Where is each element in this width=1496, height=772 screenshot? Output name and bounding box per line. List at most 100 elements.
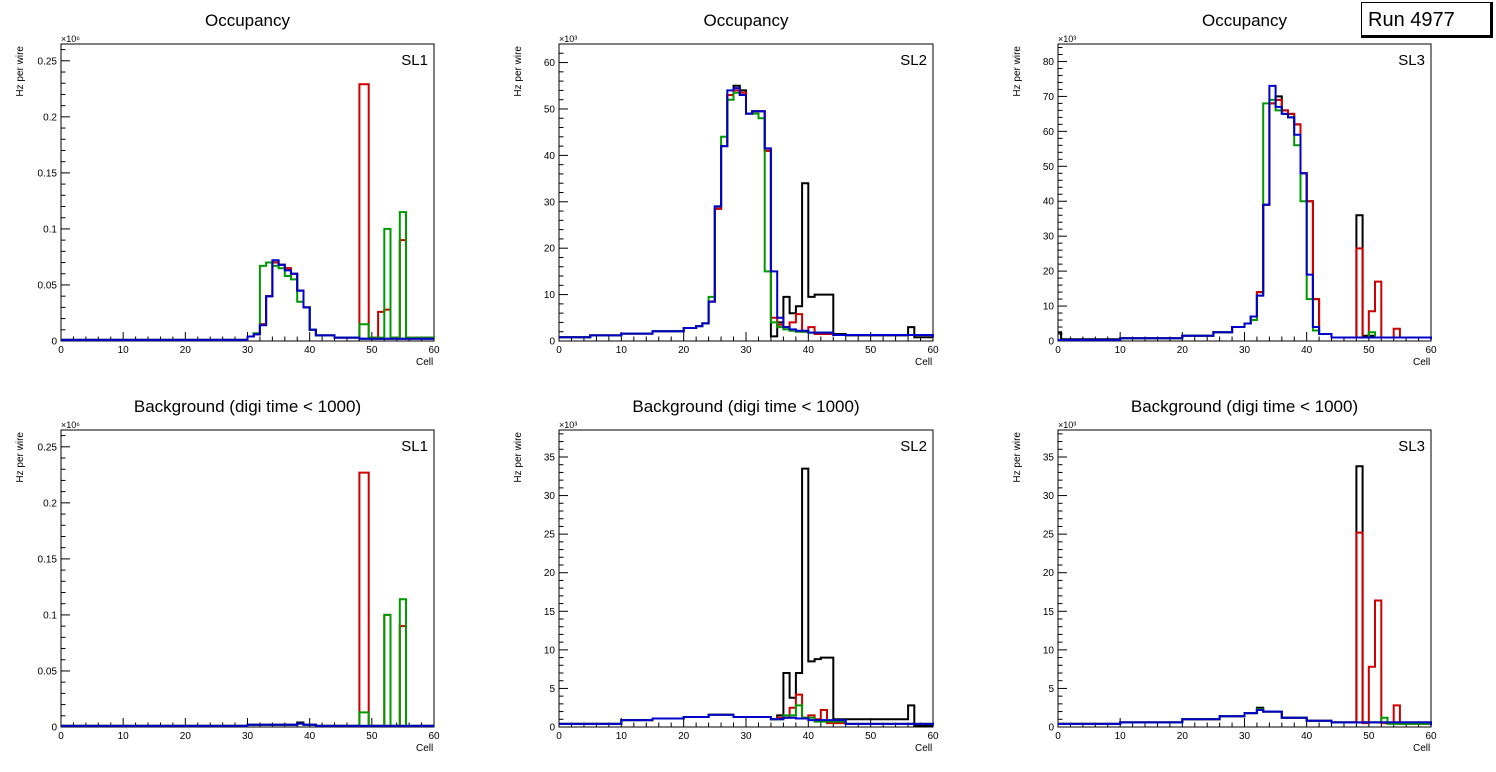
y-tick-label: 30 [544,197,556,208]
y-axis-label: Hz per wire [513,46,524,97]
y-tick-label: 60 [544,58,556,69]
series-l1-line [559,84,933,339]
x-tick-label: 60 [927,345,939,356]
x-tick-label: 30 [740,345,752,356]
y-tick-label: 10 [1043,645,1055,656]
x-tick-label: 50 [1363,731,1375,742]
y-exponent-label: ×10³ [1058,34,1076,44]
x-tick-label: 50 [1363,345,1375,356]
x-tick-label: 10 [118,731,130,742]
series-l2-line [61,83,435,341]
x-tick-label: 0 [58,731,64,742]
y-tick-label: 0.15 [38,554,58,565]
y-tick-label: 70 [1043,92,1055,103]
x-tick-label: 30 [740,731,752,742]
x-axis-label: Cell [1413,357,1430,368]
x-tick-label: 20 [1177,731,1189,742]
y-tick-label: 20 [1043,568,1055,579]
chart-title: Occupancy [205,11,291,30]
x-tick-label: 30 [242,345,254,356]
y-tick-label: 20 [544,568,556,579]
x-axis-label: Cell [915,743,932,754]
chart-title: Background (digi time < 1000) [134,397,361,416]
y-tick-label: 0.05 [38,666,58,677]
series-l3-line [559,91,934,339]
x-tick-label: 20 [678,345,690,356]
y-tick-label: 20 [1043,267,1055,278]
x-tick-label: 60 [1425,345,1437,356]
superlayer-label: SL1 [401,438,428,455]
y-tick-label: 0 [1048,337,1054,348]
series-l2-line [61,471,434,727]
series-l4-line [559,87,934,339]
x-tick-label: 60 [428,731,440,742]
x-tick-label: 40 [1301,731,1313,742]
superlayer-label: SL3 [1398,52,1425,69]
chart-panel-1: 0 10 20 30 40 50 60 0 0.05 0.1 0.15 0.2 0.25 Occupanc… [15,11,440,368]
y-tick-label: 35 [544,453,556,464]
chart-title: Background (digi time < 1000) [632,397,859,416]
y-tick-label: 10 [544,645,556,656]
y-tick-label: 10 [544,290,556,301]
y-tick-label: 40 [544,151,556,162]
x-tick-label: 0 [556,731,562,742]
y-axis-label: Hz per wire [1012,432,1023,483]
x-axis-label: Cell [915,357,932,368]
x-tick-label: 10 [1115,345,1127,356]
x-tick-label: 0 [1055,731,1061,742]
chart-panel-6: 0 10 20 30 40 50 60 0 5 10 15 20 25 30 35 Background (d… [1012,397,1437,754]
x-tick-label: 10 [616,345,628,356]
run-number-box: Run 4977 [1361,2,1493,38]
y-exponent-label: ×10³ [559,34,577,44]
chart-title: Background (digi time < 1000) [1131,397,1358,416]
y-tick-label: 15 [1043,607,1055,618]
series-l4-line [559,713,934,726]
y-tick-label: 80 [1043,57,1055,68]
y-tick-label: 0.1 [43,224,57,235]
chart-panel-5: 0 10 20 30 40 50 60 0 5 10 15 20 25 30 35 Background (d… [513,397,939,754]
y-tick-label: 0.2 [43,112,57,123]
x-tick-label: 50 [366,345,378,356]
y-axis-label: Hz per wire [15,46,26,97]
superlayer-label: SL3 [1398,438,1425,455]
x-tick-label: 60 [428,345,440,356]
superlayer-label: SL1 [401,52,428,69]
x-tick-label: 30 [1239,731,1251,742]
x-tick-label: 20 [1177,345,1189,356]
plot-frame [1057,429,1432,728]
x-tick-label: 60 [1425,731,1437,742]
x-tick-label: 20 [180,345,192,356]
y-tick-label: 0.15 [38,168,58,179]
series-l2-line [1058,531,1432,726]
x-tick-label: 20 [180,731,192,742]
x-tick-label: 0 [58,345,64,356]
series-l2-line [1058,98,1432,341]
series-l2-line [559,89,934,339]
y-tick-label: 0.25 [38,56,58,67]
series-l4-line [61,259,434,341]
y-tick-label: 25 [1043,530,1055,541]
x-tick-label: 10 [616,731,628,742]
plot-frame [558,429,934,728]
chart-panel-4: 0 10 20 30 40 50 60 0 0.05 0.1 0.15 0.2 0.25 Backgrou… [15,397,440,754]
y-tick-label: 0 [549,337,555,348]
y-tick-label: 5 [549,684,555,695]
series-l4-line [1058,84,1432,341]
x-tick-label: 40 [304,731,316,742]
y-tick-label: 0 [51,337,57,348]
y-tick-label: 0.2 [43,498,57,509]
plot-frame [60,429,435,728]
y-tick-label: 0.1 [43,610,57,621]
y-tick-label: 15 [544,607,556,618]
y-tick-label: 30 [1043,491,1055,502]
y-exponent-label: ×10⁶ [61,420,80,430]
y-tick-label: 30 [1043,232,1055,243]
superlayer-label: SL2 [900,438,927,455]
y-tick-label: 60 [1043,127,1055,138]
y-tick-label: 10 [1043,302,1055,313]
y-tick-label: 0 [51,723,57,734]
series-l1-line [1058,465,1432,726]
y-tick-label: 40 [1043,197,1055,208]
chart-title: Occupancy [1202,11,1288,30]
x-tick-label: 40 [1301,345,1313,356]
